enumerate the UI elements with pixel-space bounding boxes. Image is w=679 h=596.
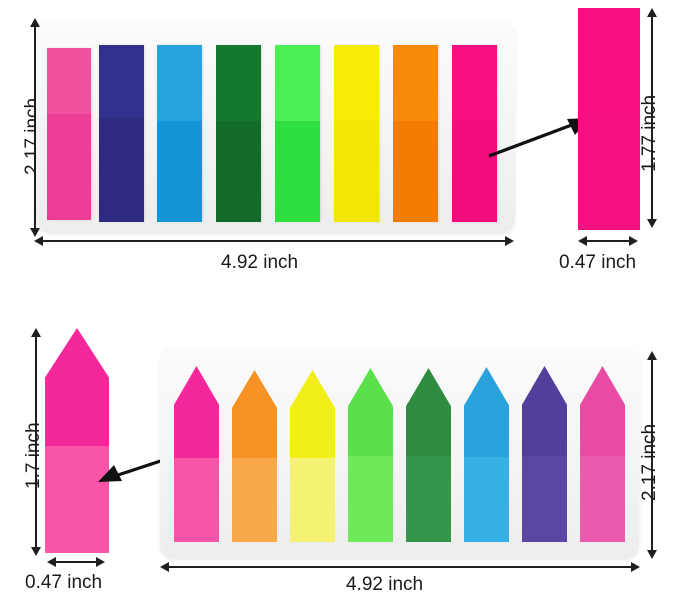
flag-orange-bottom (393, 121, 438, 222)
single-arrow-height-arrow-up (31, 328, 41, 337)
bottom-height-dim-line (651, 359, 653, 553)
flag-orange (393, 45, 438, 222)
bottom-width-dim-line (168, 566, 635, 568)
single-arrow-width-arrow-right (96, 557, 105, 567)
enlarged-pink-arrow-flag-top (45, 328, 109, 446)
flag-dark-green (216, 45, 261, 222)
bottom-height-dim-label: 2.17 inch (639, 423, 660, 501)
top-height-dim-arrow-down (30, 228, 40, 237)
flag-pink (47, 48, 91, 220)
flag-orange-top (393, 45, 438, 121)
flag-pink-bottom (47, 114, 91, 220)
single-arrow-width-arrow-left (47, 557, 56, 567)
flag-dark-green-top (216, 45, 261, 121)
bottom-width-arrow-right (631, 562, 640, 572)
single-arrow-height-dim-line (35, 336, 37, 550)
enlarged-pink-flag-top (578, 8, 640, 118)
flag-indigo (99, 45, 144, 222)
top-height-dim-line (34, 26, 36, 231)
flag-blue-bottom (157, 121, 202, 222)
arrow-yellow-bottom (290, 458, 335, 542)
enlarged-pink-flag-bottom (578, 118, 640, 230)
flag-pink-top (47, 48, 91, 114)
enlarged-pink-flag (578, 8, 640, 230)
single-flag-height-arrow-down (647, 219, 657, 228)
single-flag-width-arrow-left (578, 236, 587, 246)
flag-blue (157, 45, 202, 222)
top-width-dim-label: 4.92 inch (221, 252, 299, 273)
flag-magenta-top (452, 45, 497, 121)
flag-blue-top (157, 45, 202, 121)
top-height-dim-arrow-up (30, 18, 40, 27)
flag-dark-green-bottom (216, 121, 261, 222)
single-flag-height-arrow-up (647, 8, 657, 17)
flag-yellow-bottom (334, 121, 379, 222)
flag-indigo-bottom (99, 118, 144, 222)
bottom-height-arrow-down (647, 550, 657, 559)
bottom-height-arrow-up (647, 351, 657, 360)
arrow-pink-bottom (174, 458, 219, 542)
flag-magenta (452, 45, 497, 222)
single-flag-width-arrow-right (629, 236, 638, 246)
single-arrow-height-dim-label: 1.7 inch (23, 422, 44, 489)
single-arrow-width-dim-line (55, 561, 99, 563)
arrow-orange-bottom (232, 458, 277, 542)
flag-bright-green (275, 45, 320, 222)
single-flag-width-dim-label: 0.47 inch (559, 252, 637, 273)
flag-bright-green-top (275, 45, 320, 121)
single-flag-width-dim-line (586, 240, 632, 242)
flag-bright-green-bottom (275, 121, 320, 222)
arrow-magenta-bottom (580, 456, 625, 542)
top-width-dim-arrow-left (34, 236, 43, 246)
bottom-tray (160, 348, 639, 559)
bottom-width-arrow-left (160, 562, 169, 572)
single-flag-height-dim-line (651, 16, 653, 222)
flag-yellow-top (334, 45, 379, 121)
single-flag-height-dim-label: 1.77 inch (639, 94, 660, 172)
top-width-dim-line (42, 240, 509, 242)
single-arrow-width-dim-label: 0.47 inch (25, 572, 103, 593)
arrow-dark-green-bottom (406, 456, 451, 542)
flag-magenta-bottom (452, 121, 497, 222)
flag-yellow (334, 45, 379, 222)
bottom-width-dim-label: 4.92 inch (346, 574, 424, 595)
arrow-light-green-bottom (348, 456, 393, 542)
enlarged-pink-arrow-flag-bottom (45, 446, 109, 553)
flag-indigo-top (99, 45, 144, 118)
arrow-blue-bottom (464, 457, 509, 542)
arrow-blue (464, 367, 509, 542)
arrow-purple-bottom (522, 456, 567, 542)
single-arrow-height-arrow-down (31, 547, 41, 556)
top-width-dim-arrow-right (505, 236, 514, 246)
arrow-purple (522, 366, 567, 542)
